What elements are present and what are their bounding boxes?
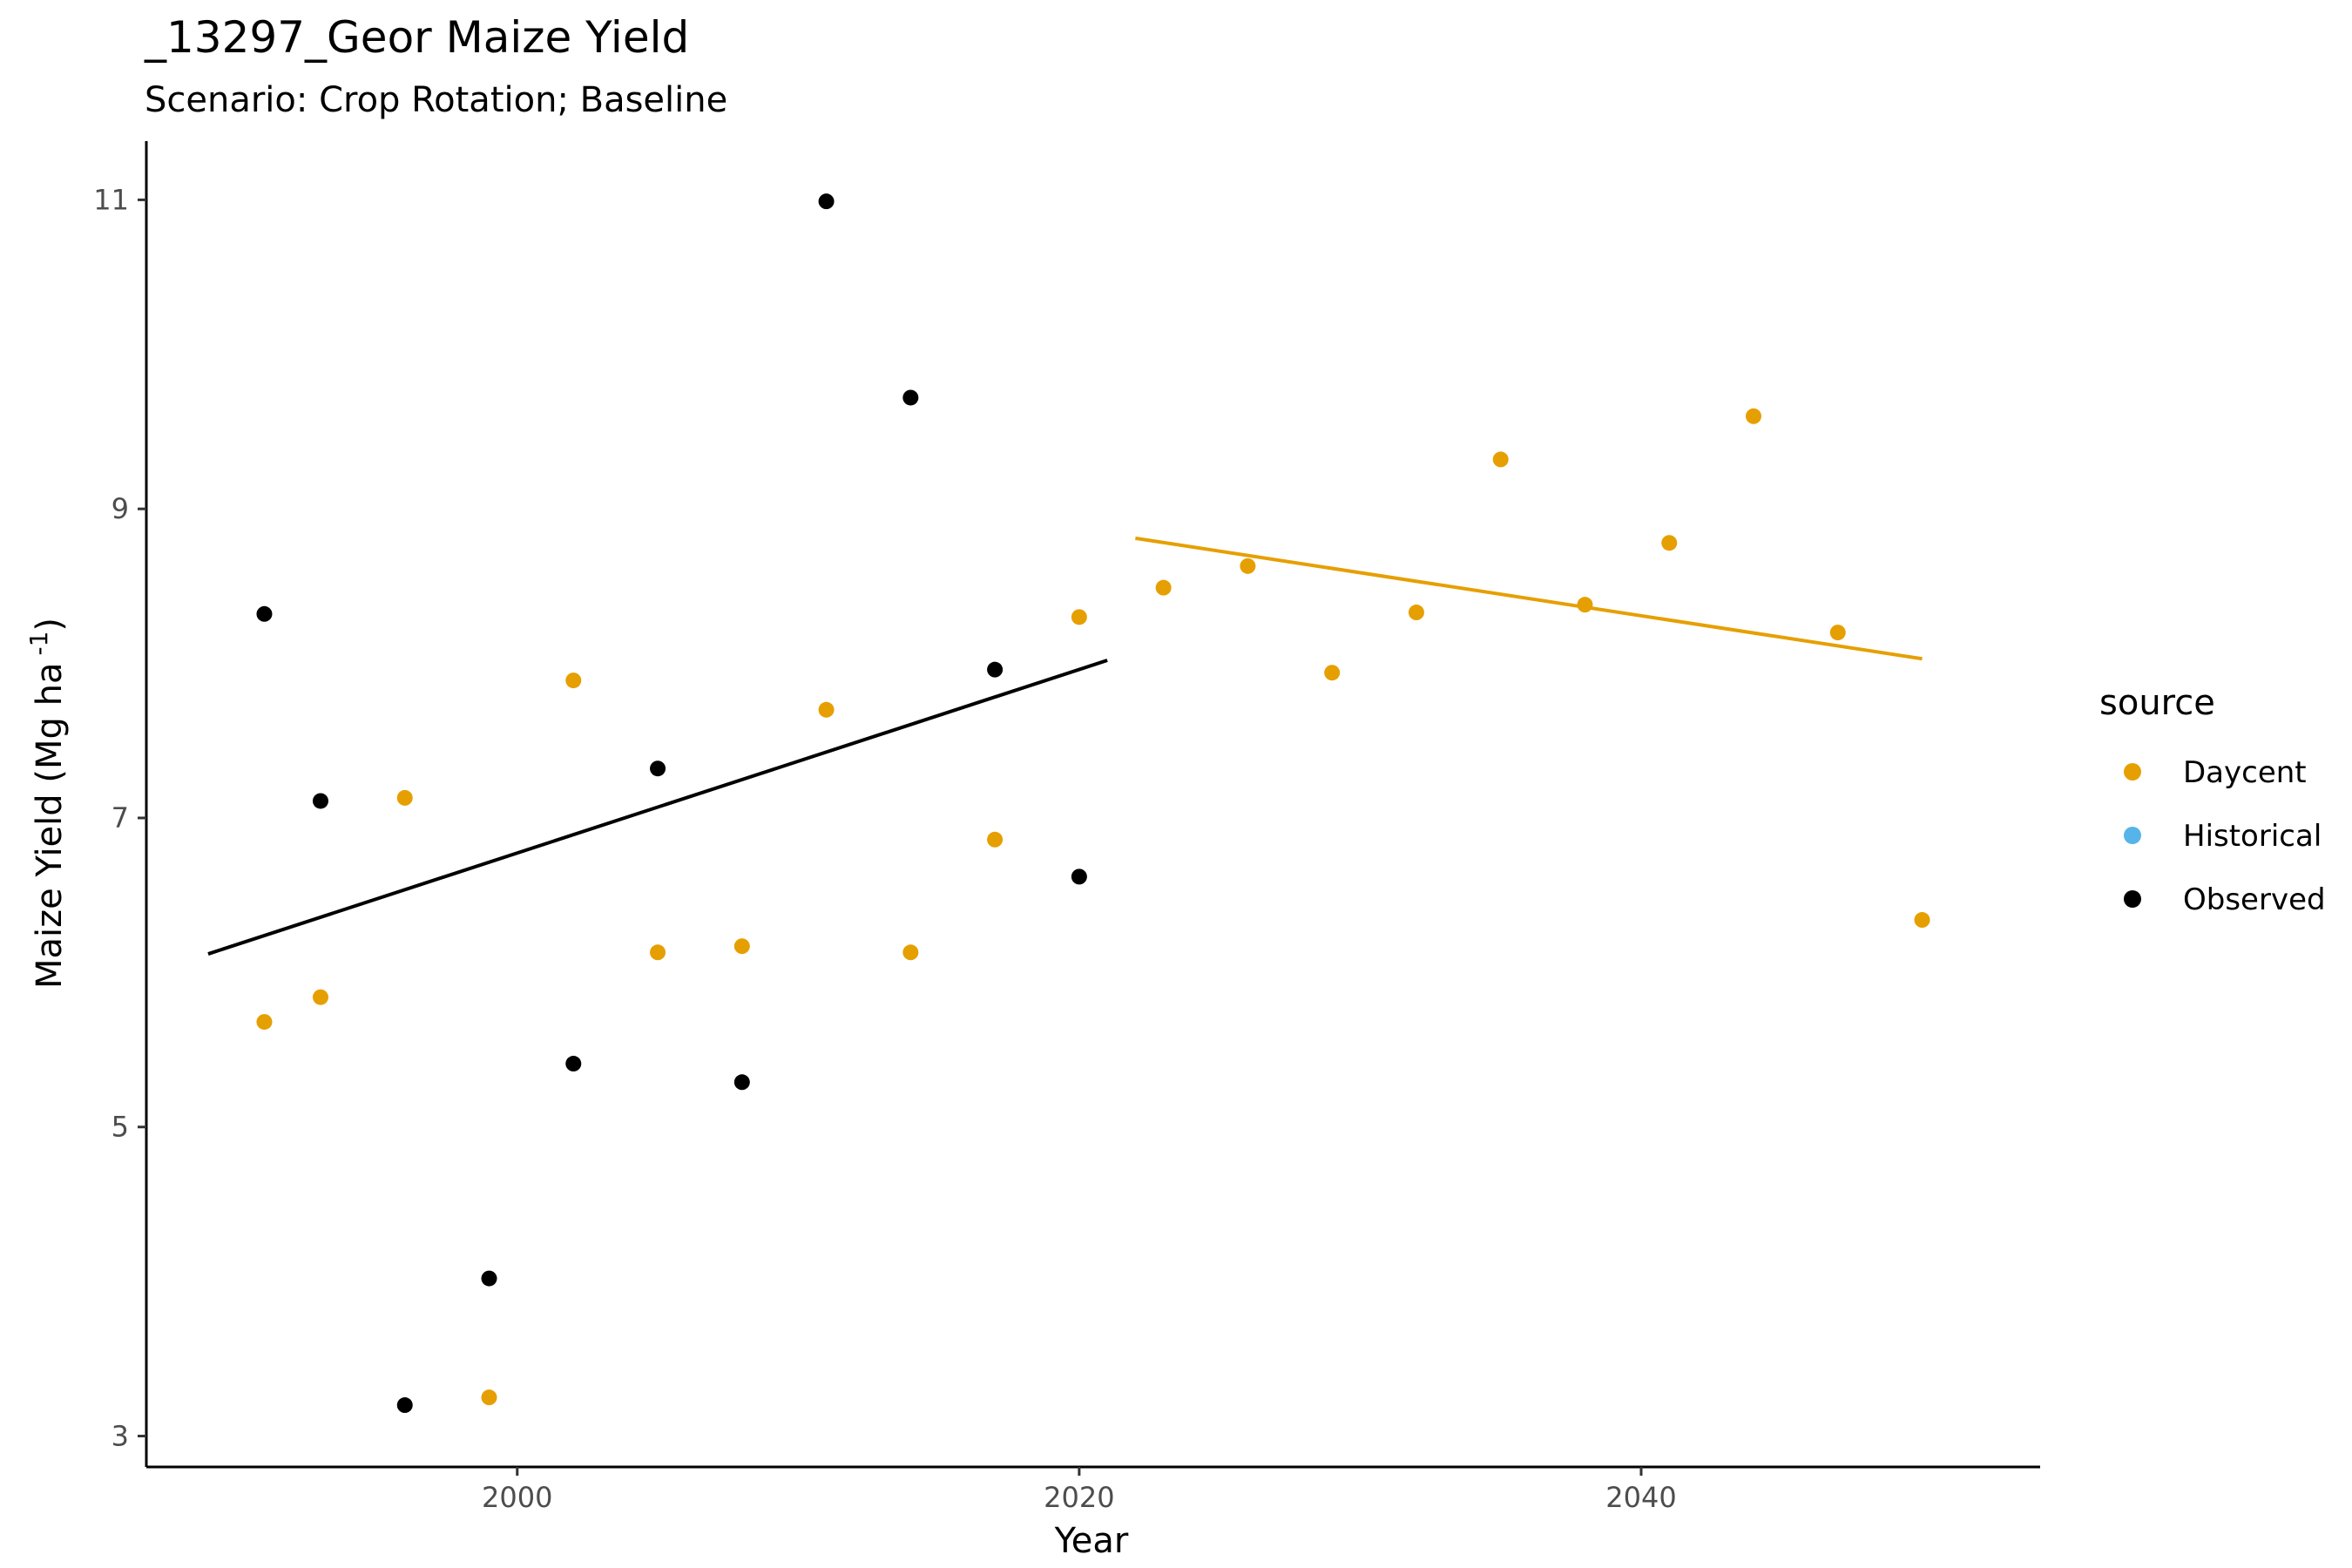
y-axis-title-close: ) <box>30 618 70 632</box>
data-point-daycent <box>1661 535 1678 551</box>
trend-line-daycent <box>1135 536 1923 661</box>
data-point-observed <box>256 605 273 622</box>
y-axis-title-superscript: -1 <box>24 632 53 656</box>
legend-entries: Daycent Historical Observed <box>2124 755 2326 917</box>
data-point-daycent <box>1408 605 1424 621</box>
data-point-daycent <box>987 831 1004 848</box>
x-tick-label: 2020 <box>1044 1481 1114 1514</box>
data-point-daycent <box>481 1389 497 1406</box>
legend-label-daycent: Daycent <box>2183 755 2307 790</box>
x-axis-title: Year <box>1054 1521 1129 1561</box>
y-tick-label: 3 <box>112 1420 129 1453</box>
data-point-daycent <box>1492 451 1509 468</box>
data-point-daycent <box>1155 579 1172 596</box>
x-axis-ticks: 2000 2020 2040 <box>482 1467 1677 1514</box>
data-point-observed <box>312 793 328 809</box>
data-point-observed <box>1071 868 1087 885</box>
data-point-daycent <box>818 701 835 718</box>
legend-label-historical: Historical <box>2183 819 2322 854</box>
data-point-daycent <box>1745 408 1761 424</box>
data-point-daycent <box>1071 609 1087 625</box>
y-axis-ticks: 3 5 7 9 11 <box>93 183 146 1453</box>
y-axis-title-main: Maize Yield (Mg ha <box>30 663 70 990</box>
y-tick-label: 5 <box>112 1111 129 1144</box>
y-tick-label: 7 <box>112 801 129 835</box>
y-axis-title: Maize Yield (Mg ha -1) <box>24 618 70 989</box>
legend-title: source <box>2099 683 2215 723</box>
data-point-observed <box>396 1397 413 1414</box>
legend-key-observed <box>2124 890 2141 908</box>
chart-title: _13297_Geor Maize Yield <box>144 12 689 63</box>
data-point-daycent <box>733 938 750 955</box>
data-point-daycent <box>256 1014 273 1031</box>
legend: source Daycent Historical Observed <box>2099 683 2326 917</box>
data-point-daycent <box>1914 912 1930 929</box>
legend-label-observed: Observed <box>2183 882 2326 917</box>
data-point-daycent <box>1829 625 1846 641</box>
data-point-observed <box>818 193 835 210</box>
chart-subtitle: Scenario: Crop Rotation; Baseline <box>145 80 727 120</box>
data-point-observed <box>481 1270 497 1287</box>
trend-line-observed <box>207 659 1108 956</box>
data-point-observed <box>902 389 919 406</box>
y-tick-label: 9 <box>112 492 129 525</box>
data-point-observed <box>733 1074 750 1091</box>
legend-key-historical <box>2124 827 2141 844</box>
data-point-daycent <box>650 944 666 961</box>
legend-key-daycent <box>2124 763 2141 781</box>
x-tick-label: 2000 <box>482 1481 552 1514</box>
y-tick-label: 11 <box>93 183 129 216</box>
x-tick-label: 2040 <box>1605 1481 1676 1514</box>
data-point-observed <box>565 1056 582 1072</box>
data-point-daycent <box>312 989 328 1005</box>
data-point-daycent <box>902 944 919 961</box>
data-point-daycent <box>396 789 413 806</box>
data-point-observed <box>650 760 666 777</box>
data-point-observed <box>987 661 1004 678</box>
plot-area <box>207 193 1930 1414</box>
data-point-daycent <box>1240 558 1256 574</box>
data-point-daycent <box>1324 665 1341 681</box>
data-point-daycent <box>565 672 582 689</box>
